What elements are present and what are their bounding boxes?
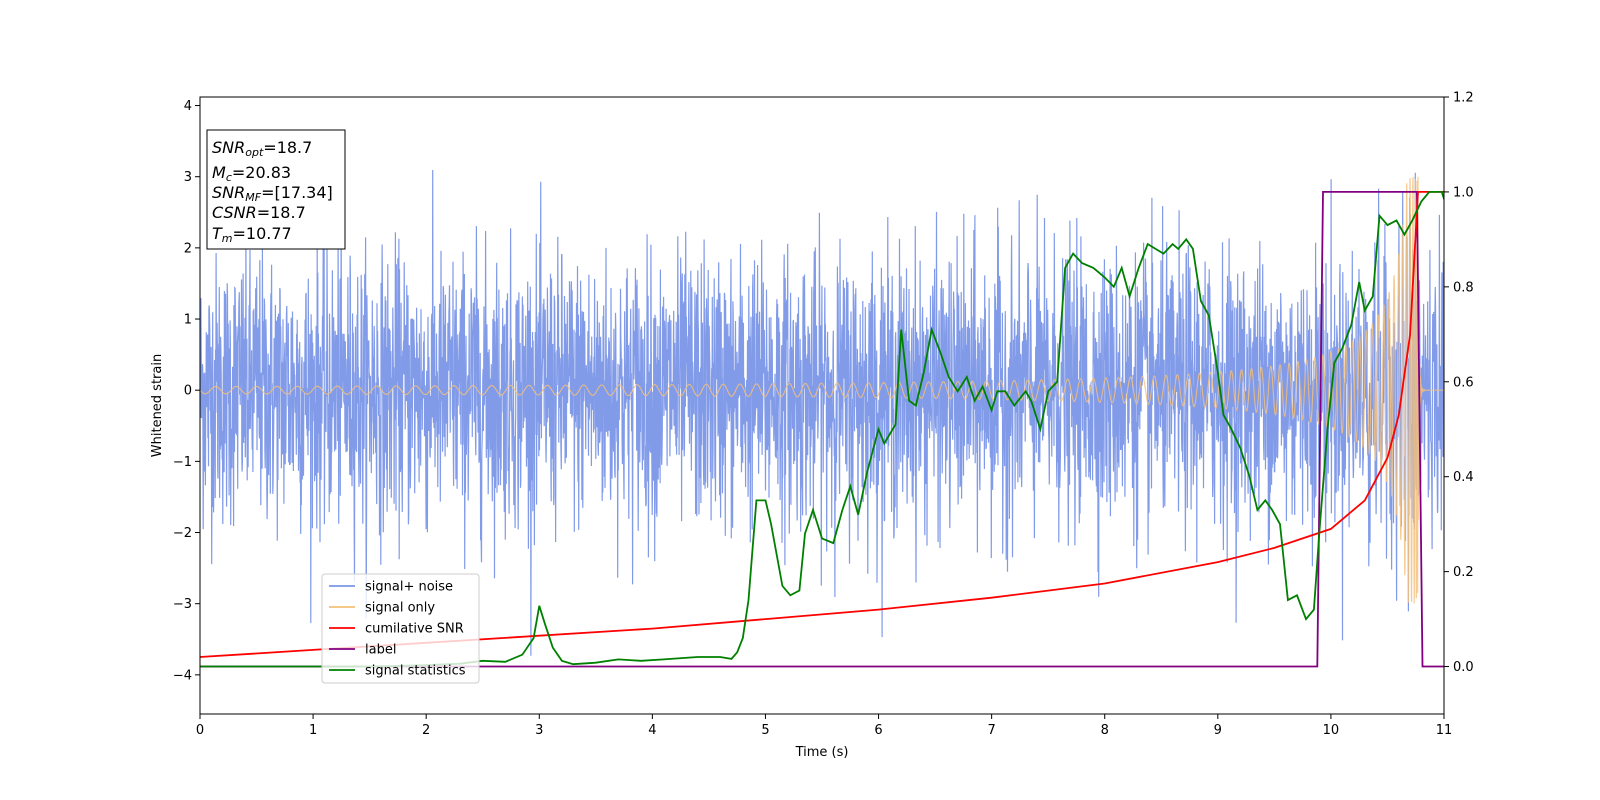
x-tick-label: 8 (1101, 723, 1109, 738)
legend-entry: cumilative SNR (365, 622, 464, 637)
info-line-value: =18.7 (257, 203, 306, 222)
info-line-subscript: c (226, 171, 232, 184)
info-line: Mc=20.83 (212, 163, 291, 184)
axes: 0 1 2 3 4 5 6 7 8 9 10 11 −4 −3 −2 −1 0 1 2 3 4 0.0 0.2 0.4 0.6 0… (150, 91, 1474, 761)
x-tick-label: 7 (987, 723, 995, 738)
x-tick-label: 6 (874, 723, 882, 738)
x-tick-label: 4 (648, 723, 656, 738)
info-line-name: T (212, 224, 223, 243)
x-tick-label: 0 (196, 723, 204, 738)
left-tick-label: 4 (184, 99, 192, 114)
right-tick-label: 0.8 (1453, 280, 1474, 295)
info-line: SNRopt=18.7 (212, 138, 312, 159)
info-line: Tm=10.77 (212, 224, 292, 245)
series-signal-statistics-line (200, 190, 1444, 668)
info-line-name: M (212, 163, 226, 182)
left-tick-label: −4 (173, 668, 192, 683)
right-tick-label: 1.2 (1453, 91, 1474, 106)
info-box: SNRopt=18.7Mc=20.83SNRMF=[17.34]CSNR=18.… (206, 129, 346, 250)
left-tick-label: 2 (184, 241, 192, 256)
left-tick-label: −2 (173, 526, 192, 541)
legend: signal+ noise signal only cumilative SNR la… (321, 573, 480, 684)
info-line-value: =18.7 (263, 138, 312, 157)
info-line-subscript: m (222, 232, 233, 245)
legend-frame (321, 573, 480, 684)
x-tick-label: 9 (1214, 723, 1222, 738)
info-line-value: =20.83 (232, 163, 291, 182)
x-tick-label: 5 (761, 723, 769, 738)
x-tick-label: 3 (535, 723, 543, 738)
right-tick-label: 0.2 (1453, 565, 1474, 580)
legend-entry: signal+ noise (365, 580, 453, 595)
legend-entry: signal statistics (365, 664, 466, 679)
info-line-name: SNR (212, 138, 245, 157)
y-axis-label: Whitened strain (150, 354, 165, 457)
right-tick-label: 1.0 (1453, 185, 1474, 200)
right-tick-label: 0.0 (1453, 660, 1474, 675)
legend-entry: signal only (365, 601, 435, 616)
info-box-frame (206, 129, 346, 250)
legend-entry: label (365, 643, 396, 658)
plot-frame (199, 96, 1445, 715)
x-axis-label: Time (s) (795, 745, 849, 760)
series-signal-only-line (200, 176, 1444, 604)
right-tick-label: 0.6 (1453, 375, 1474, 390)
info-line-subscript: opt (245, 146, 264, 159)
left-tick-label: −3 (173, 597, 192, 612)
plot-area (200, 169, 1444, 668)
left-tick-label: 0 (184, 384, 192, 399)
series-signal-noise-line (200, 169, 1444, 656)
right-tick-label: 0.4 (1453, 470, 1474, 485)
info-line-value: =10.77 (233, 224, 292, 243)
x-tick-label: 2 (422, 723, 430, 738)
info-line-name: CSNR (212, 203, 257, 222)
x-tick-label: 1 (309, 723, 317, 738)
left-tick-label: −1 (173, 455, 192, 470)
left-tick-label: 1 (184, 313, 192, 328)
x-tick-label: 11 (1436, 723, 1453, 738)
series-cumulative-snr-line (200, 190, 1444, 658)
info-line: SNRMF=[17.34] (212, 183, 333, 204)
left-tick-label: 3 (184, 170, 192, 185)
series-label-line (200, 190, 1444, 668)
x-tick-label: 10 (1323, 723, 1340, 738)
info-line: CSNR=18.7 (212, 203, 306, 222)
info-line-name: SNR (212, 183, 245, 202)
info-line-value: =[17.34] (261, 183, 333, 202)
info-line-subscript: MF (245, 191, 261, 204)
